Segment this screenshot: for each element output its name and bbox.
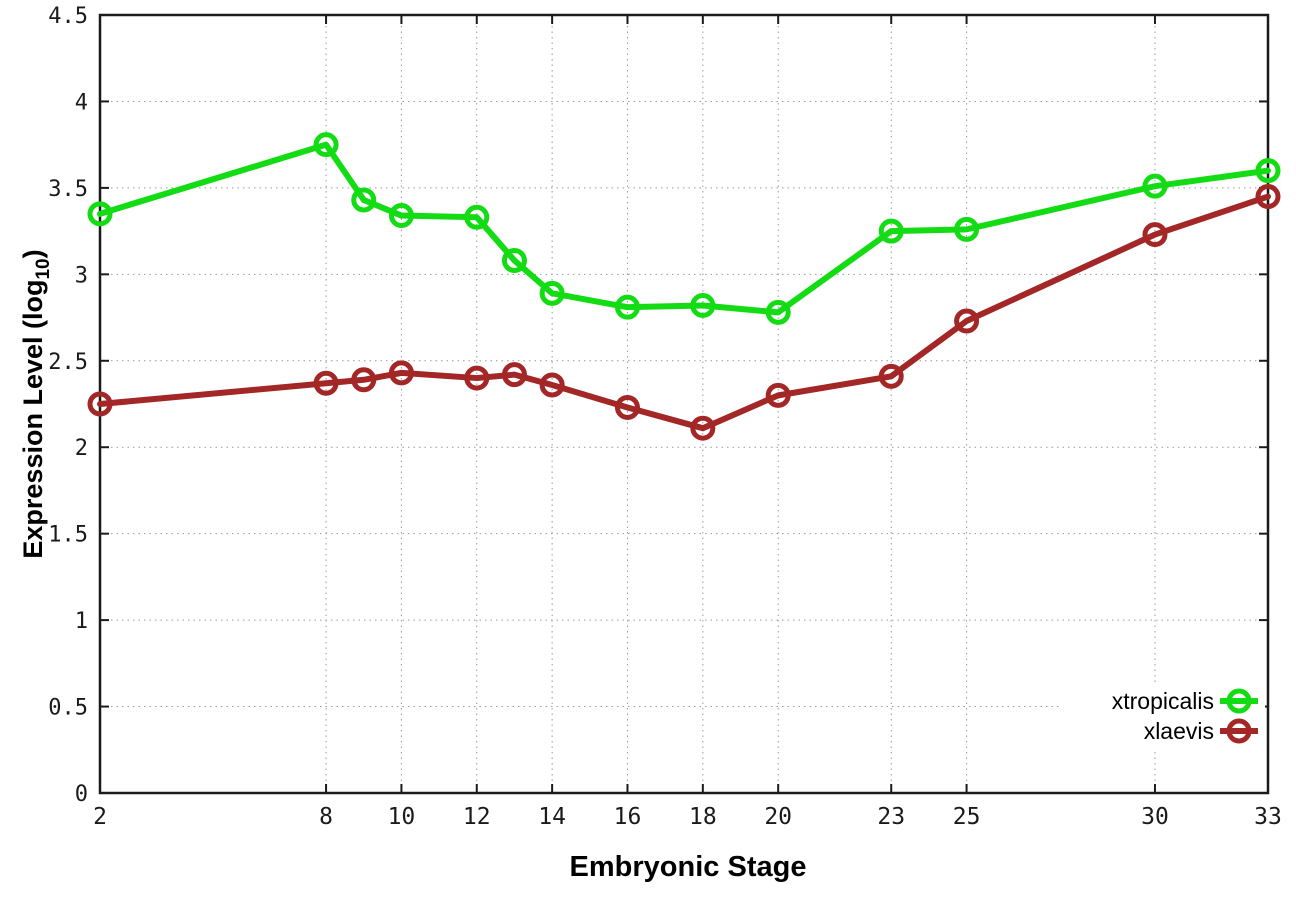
point-xtropicalis-14 <box>539 280 565 306</box>
x-tick-label-2: 2 <box>93 804 107 830</box>
y-tick-label-4.5: 4.5 <box>48 4 88 29</box>
series-line-xlaevis <box>97 193 1271 432</box>
y-tick-label-0: 0 <box>75 782 88 807</box>
x-tick-label-20: 20 <box>764 804 792 830</box>
legend-label-xtropicalis: xtropicalis <box>1112 688 1214 714</box>
x-tick-label-12: 12 <box>463 804 491 830</box>
x-tick-label-23: 23 <box>877 804 905 830</box>
point-xlaevis-2 <box>87 391 113 417</box>
y-tick-label-1.5: 1.5 <box>48 523 88 548</box>
series-xlaevis <box>87 184 1281 441</box>
x-tick-label-30: 30 <box>1141 804 1169 830</box>
point-xlaevis-8 <box>313 370 339 396</box>
legend-row-xtropicalis: xtropicalis <box>1112 688 1258 714</box>
y-axis-title-subscript: 10 <box>33 258 54 279</box>
point-xlaevis-25 <box>954 308 980 334</box>
x-tick-label-10: 10 <box>388 804 416 830</box>
point-xlaevis-18 <box>690 415 716 441</box>
point-xtropicalis-9 <box>351 187 377 213</box>
tick-layer <box>99 14 1269 794</box>
point-xlaevis-23 <box>878 363 904 389</box>
point-xtropicalis-30 <box>1142 173 1168 199</box>
point-xtropicalis-12 <box>464 204 490 230</box>
plot-border <box>98 13 1270 795</box>
y-axis-title-end: ) <box>18 249 48 258</box>
series-line-xtropicalis <box>97 141 1271 316</box>
x-axis-title: Embryonic Stage <box>570 851 807 883</box>
y-tick-label-4: 4 <box>75 90 88 115</box>
point-xtropicalis-13 <box>501 248 527 274</box>
y-axis-title-main: Expression Level (log <box>18 280 48 559</box>
point-xtropicalis-25 <box>954 216 980 242</box>
point-xtropicalis-10 <box>388 203 414 229</box>
x-tick-label-8: 8 <box>319 804 333 830</box>
point-xlaevis-16 <box>614 394 640 420</box>
legend-label-xlaevis: xlaevis <box>1144 718 1214 744</box>
point-xlaevis-14 <box>539 372 565 398</box>
legend-marker-xtropicalis <box>1226 688 1252 714</box>
x-tick-label-18: 18 <box>689 804 717 830</box>
y-tick-label-2: 2 <box>75 436 88 461</box>
y-tick-label-0.5: 0.5 <box>48 696 88 721</box>
point-xlaevis-33 <box>1255 184 1281 210</box>
x-tick-label-25: 25 <box>953 804 981 830</box>
point-xlaevis-12 <box>464 365 490 391</box>
point-xtropicalis-33 <box>1255 158 1281 184</box>
point-xtropicalis-18 <box>690 292 716 318</box>
y-tick-label-3.5: 3.5 <box>48 177 88 202</box>
grid-layer <box>100 15 1268 793</box>
point-xtropicalis-23 <box>878 218 904 244</box>
tick-label-layer: 2 8 10 12 14 16 18 20 23 25 30 33 0 0.5 1 1.5 2 2.5 3 3.5 4 4… <box>48 4 1282 830</box>
legend-row-xlaevis: xlaevis <box>1144 718 1258 744</box>
x-tick-label-33: 33 <box>1254 804 1282 830</box>
y-tick-label-3: 3 <box>75 263 88 288</box>
y-tick-label-2.5: 2.5 <box>48 350 88 375</box>
point-xlaevis-9 <box>351 367 377 393</box>
series-xtropicalis <box>87 132 1281 325</box>
point-xlaevis-13 <box>501 362 527 388</box>
y-axis-title: Expression Level (log10) <box>18 249 54 558</box>
point-xlaevis-20 <box>765 382 791 408</box>
x-tick-label-16: 16 <box>614 804 642 830</box>
x-tick-label-14: 14 <box>538 804 566 830</box>
point-xlaevis-10 <box>388 360 414 386</box>
y-tick-label-1: 1 <box>75 609 88 634</box>
legend-marker-xlaevis <box>1226 718 1252 744</box>
point-xtropicalis-16 <box>614 294 640 320</box>
point-xlaevis-30 <box>1142 222 1168 248</box>
point-xtropicalis-8 <box>313 132 339 158</box>
point-xtropicalis-2 <box>87 201 113 227</box>
series-layer <box>87 132 1281 441</box>
point-xtropicalis-20 <box>765 299 791 325</box>
legend: xtropicalis xlaevis <box>1062 682 1265 750</box>
